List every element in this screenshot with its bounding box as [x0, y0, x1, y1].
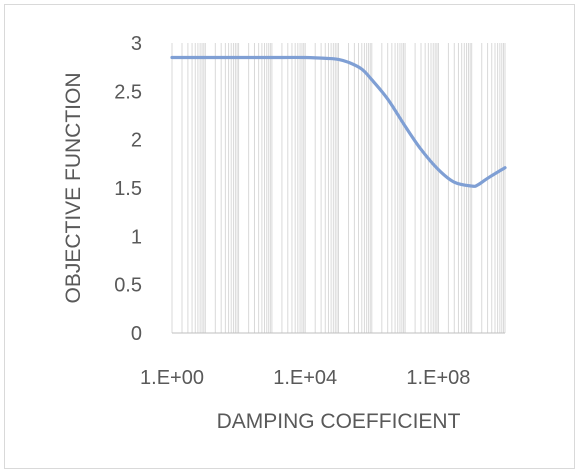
y-tick-labels: 0 0.5 1 1.5 2 2.5 3 [114, 33, 142, 345]
y-tick-label: 2.5 [114, 81, 142, 103]
x-tick-labels: 1.E+00 1.E+04 1.E+08 [140, 367, 470, 389]
y-axis-title: OBJECTIVE FUNCTION [62, 72, 85, 303]
y-tick-label: 3 [131, 33, 142, 55]
x-tick-label: 1.E+00 [140, 367, 204, 389]
x-tick-label: 1.E+08 [406, 367, 470, 389]
series-layer [170, 55, 507, 188]
y-tick-label: 2 [131, 130, 142, 152]
y-tick-label: 0.5 [114, 275, 142, 297]
x-tick-label: 1.E+04 [273, 367, 337, 389]
x-gridlines [171, 43, 506, 333]
series-line-0 [170, 55, 507, 188]
y-tick-label: 0 [131, 323, 142, 345]
y-tick-label: 1.5 [114, 178, 142, 200]
x-axis-title: DAMPING COEFFICIENT [217, 410, 461, 433]
chart-area [4, 4, 575, 469]
y-tick-label: 1 [131, 226, 142, 248]
